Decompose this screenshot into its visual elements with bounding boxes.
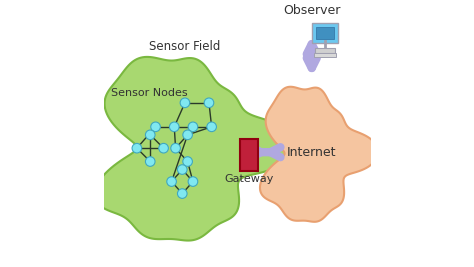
Circle shape [167, 177, 176, 186]
Circle shape [132, 143, 142, 153]
Circle shape [207, 122, 217, 132]
FancyBboxPatch shape [314, 53, 336, 57]
Circle shape [188, 177, 198, 186]
Circle shape [177, 165, 187, 174]
Circle shape [151, 122, 160, 132]
FancyBboxPatch shape [316, 27, 335, 39]
Circle shape [146, 157, 155, 166]
Text: Gateway: Gateway [224, 174, 273, 184]
Circle shape [180, 98, 190, 108]
Circle shape [171, 143, 181, 153]
FancyBboxPatch shape [315, 48, 335, 53]
Circle shape [146, 130, 155, 140]
FancyBboxPatch shape [240, 139, 258, 171]
Circle shape [169, 122, 179, 132]
Text: Sensor Nodes: Sensor Nodes [110, 88, 187, 99]
Circle shape [183, 157, 192, 166]
Text: Observer: Observer [283, 4, 340, 17]
Circle shape [188, 122, 198, 132]
Circle shape [159, 143, 168, 153]
Circle shape [204, 98, 214, 108]
FancyArrowPatch shape [251, 147, 281, 157]
Polygon shape [95, 57, 297, 241]
Circle shape [177, 189, 187, 198]
FancyBboxPatch shape [312, 23, 338, 43]
Text: Sensor Field: Sensor Field [149, 40, 220, 53]
Polygon shape [260, 87, 378, 222]
Circle shape [183, 130, 192, 140]
FancyArrowPatch shape [307, 44, 317, 68]
Text: Internet: Internet [287, 146, 337, 159]
